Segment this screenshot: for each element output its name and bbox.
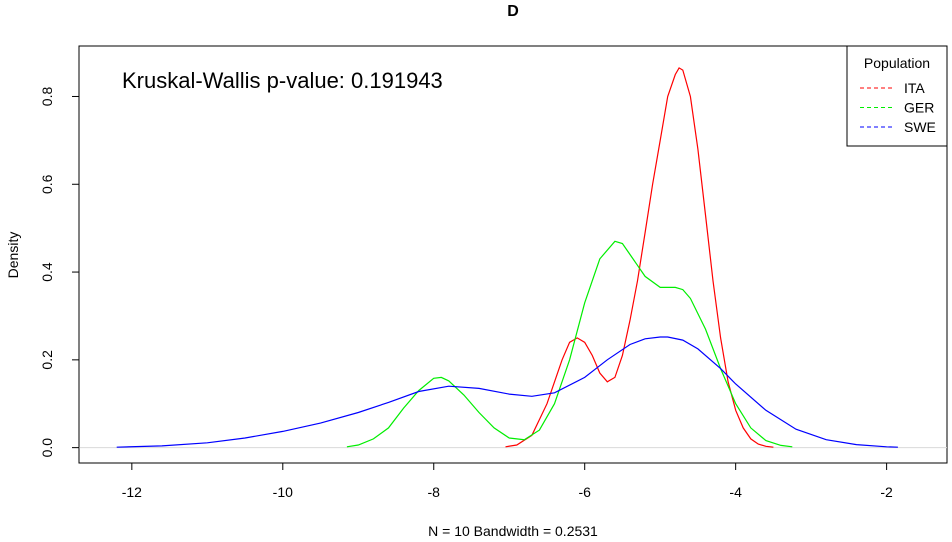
y-tick-label: 0.2: [39, 350, 55, 370]
legend-label-swe: SWE: [904, 119, 936, 135]
x-tick-label: -12: [122, 484, 142, 500]
chart-title: D: [507, 3, 519, 20]
y-tick-label: 0.4: [39, 262, 55, 282]
y-tick-label: 0.6: [39, 174, 55, 194]
density-curve-ita: [505, 67, 774, 448]
legend-box: [846, 45, 948, 147]
y-axis-label: Density: [5, 232, 21, 279]
legend-label-ger: GER: [904, 100, 934, 116]
x-tick-label: -10: [273, 484, 293, 500]
x-axis-label: N = 10 Bandwidth = 0.2531: [428, 523, 598, 539]
density-curve-ger: [346, 240, 793, 448]
density-curves: [116, 67, 898, 448]
legend: Population ITA GER SWE: [846, 45, 948, 147]
y-tick-label: 0.0: [39, 438, 55, 458]
legend-title: Population: [864, 55, 930, 71]
kruskal-wallis-annotation: Kruskal-Wallis p-value: 0.191943: [122, 68, 443, 93]
x-tick-label: -2: [880, 484, 893, 500]
x-tick-label: -4: [729, 484, 742, 500]
x-axis: -12 -10 -8 -6 -4 -2: [122, 462, 893, 500]
x-tick-label: -6: [578, 484, 591, 500]
y-axis: 0.0 0.2 0.4 0.6 0.8: [39, 87, 80, 458]
plot-frame: [78, 45, 948, 464]
legend-label-ita: ITA: [904, 80, 925, 96]
y-tick-label: 0.8: [39, 87, 55, 107]
density-curve-swe: [116, 336, 898, 448]
x-tick-label: -8: [428, 484, 441, 500]
